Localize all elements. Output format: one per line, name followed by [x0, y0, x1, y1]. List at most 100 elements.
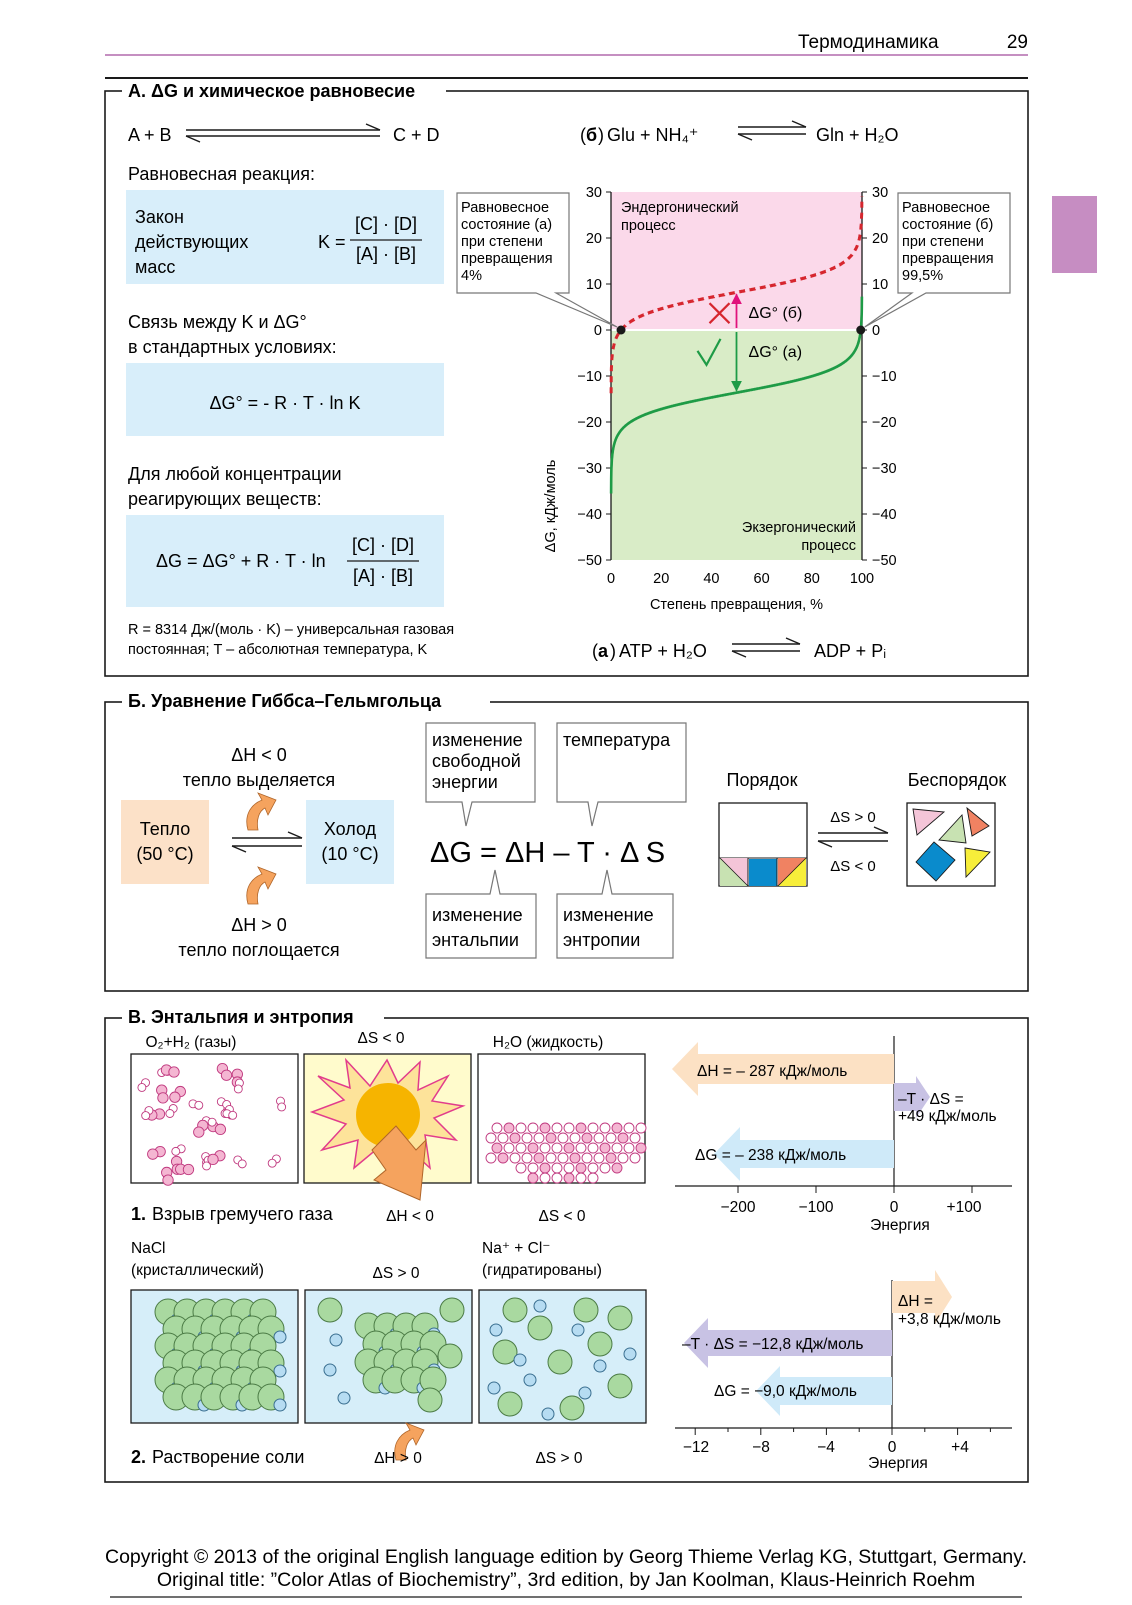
- bar1-tick-0: −200: [721, 1199, 756, 1216]
- water-molecule: [533, 1132, 545, 1144]
- bar2-tick-1: −8: [752, 1439, 770, 1456]
- std-formula-box: [126, 363, 444, 436]
- y-tick-label-left: 30: [586, 185, 602, 201]
- sodium-ion: [523, 1373, 537, 1387]
- heat-released: тепло выделяется: [183, 770, 335, 790]
- water-molecule: [581, 1152, 593, 1164]
- chloride-ion: [607, 1305, 633, 1331]
- exergonic-label: процесс: [801, 538, 856, 554]
- water-molecule: [581, 1132, 593, 1144]
- water-molecule: [551, 1172, 563, 1184]
- cold-label-1: Холод: [324, 819, 377, 839]
- water-molecule: [623, 1142, 635, 1154]
- panel-c-frame: [104, 1017, 1029, 1483]
- water-molecule: [593, 1152, 605, 1164]
- k-prefix: K =: [318, 232, 346, 252]
- panel-c-title: В. Энтальпия и энтропия: [128, 1007, 354, 1027]
- water-molecule: [617, 1152, 629, 1164]
- water-molecule: [599, 1162, 611, 1174]
- row1-dh: ΔH < 0: [386, 1208, 434, 1225]
- water-molecule: [527, 1142, 539, 1154]
- gas-molecule: [233, 1084, 243, 1094]
- copyright-line-2: Original title: ”Color Atlas of Biochemi…: [157, 1569, 975, 1591]
- dh-bar-2-label-1: ΔH =: [898, 1293, 933, 1310]
- sodium-ion: [323, 1363, 337, 1377]
- dg0-b-label: ΔG° (б): [749, 305, 803, 322]
- row2-dh: ΔH > 0: [374, 1450, 422, 1467]
- callout-left-line: превращения: [461, 251, 553, 267]
- row1-caption: Взрыв гремучего газа: [152, 1204, 334, 1224]
- y-tick-label-left: 20: [586, 231, 602, 247]
- y-tick-label-right: −20: [872, 415, 897, 431]
- row2-caption-number: 2.: [131, 1447, 146, 1467]
- x-tick-label: 80: [804, 571, 820, 587]
- water-molecule: [491, 1142, 503, 1154]
- gas-molecule: [277, 1102, 287, 1112]
- water-molecule: [599, 1122, 611, 1134]
- bubble-temperature-text: температура: [563, 730, 671, 750]
- bar2-axis-label: Энергия: [868, 1455, 928, 1472]
- dg-bar-1-label: ΔG = – 238 кДж/моль: [695, 1147, 846, 1164]
- bubble-enthalpy: [425, 869, 537, 959]
- tds-bar-1: [894, 1076, 930, 1118]
- chapter-tab: [1052, 196, 1097, 273]
- water-molecule: [515, 1162, 527, 1174]
- section-title: Термодинамика: [798, 32, 939, 53]
- ions-label-1: Na⁺ + Cl⁻: [482, 1240, 550, 1257]
- dh-bar-1-label: ΔH = – 287 кДж/моль: [697, 1063, 847, 1080]
- sodium-ion: [273, 1330, 287, 1344]
- bar1-tick-3: +100: [947, 1199, 982, 1216]
- water-molecule: [587, 1122, 599, 1134]
- y-tick-label-left: −10: [577, 369, 602, 385]
- bubble-entropy: [556, 869, 674, 959]
- water-molecule: [509, 1152, 521, 1164]
- bubble-temperature: [556, 722, 687, 827]
- water-molecule: [545, 1132, 557, 1144]
- gas-molecule: [165, 1109, 175, 1118]
- gas-molecule: [171, 1146, 181, 1156]
- chloride-ion: [497, 1391, 523, 1417]
- page-header: Термодинамика 29: [105, 32, 1028, 56]
- panel-a-title: A. ΔG и химическое равновесие: [128, 81, 415, 101]
- water-molecule: [569, 1132, 581, 1144]
- water-molecule: [569, 1152, 581, 1164]
- any-numerator: [C] · [D]: [352, 535, 414, 555]
- dg-bar-2: [756, 1366, 892, 1416]
- disorder-label: Беспорядок: [908, 770, 1007, 790]
- sodium-ion: [513, 1353, 527, 1367]
- chloride-ion: [437, 1343, 463, 1369]
- hydrated-box: [478, 1289, 647, 1424]
- footnote-2: постоянная; T – абсолютная температура, …: [128, 642, 428, 658]
- equilibrium-point-a: [616, 325, 626, 335]
- eq1-right: C + D: [393, 125, 440, 145]
- heat-absorbed: тепло поглощается: [178, 940, 339, 960]
- bar2-tick-4: +4: [951, 1439, 969, 1456]
- callout-left-line: Равновесное: [461, 200, 549, 216]
- water-molecule: [539, 1122, 551, 1134]
- dh-negative: ΔH < 0: [231, 745, 287, 765]
- y-tick-label-left: −20: [577, 415, 602, 431]
- bar2-tick-0: −12: [683, 1439, 709, 1456]
- sodium-ion: [487, 1381, 501, 1395]
- y-axis-label: ΔG, кДж/моль: [543, 460, 559, 553]
- chloride-ion: [317, 1297, 343, 1323]
- water-molecule: [563, 1142, 575, 1154]
- callout-left-line: 4%: [461, 268, 482, 284]
- svg-text:): ): [610, 641, 616, 661]
- sodium-ion: [329, 1333, 343, 1347]
- water-molecule: [539, 1162, 551, 1174]
- bubble-entropy-line2: энтропии: [563, 930, 640, 950]
- cold-box: [306, 800, 394, 884]
- heat-in-arrow-icon: [246, 866, 277, 905]
- water-molecule: [527, 1172, 539, 1184]
- cold-label-2: (10 °C): [321, 844, 378, 864]
- water-molecule: [485, 1152, 497, 1164]
- energy-bars-1: ΔH = – 287 кДж/моль –T · ΔS = +49 кДж/мо…: [672, 1036, 1012, 1234]
- water-molecule: [593, 1132, 605, 1144]
- relation-heading-1: Связь между K и ΔG°: [128, 312, 307, 332]
- chloride-ion: [527, 1315, 553, 1341]
- bubble-free-energy: [425, 722, 536, 827]
- nacl-label-2: (кристаллический): [131, 1262, 264, 1279]
- water-molecule: [515, 1142, 527, 1154]
